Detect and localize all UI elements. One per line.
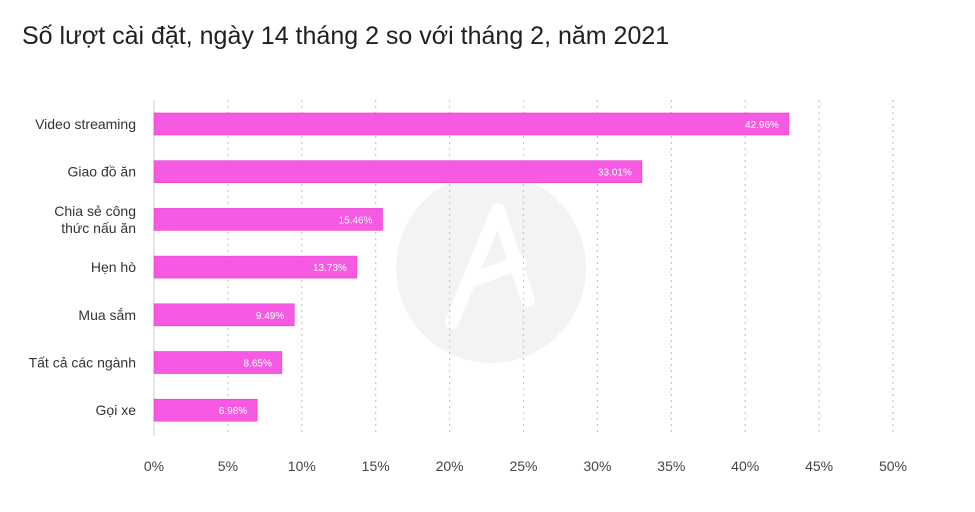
- category-label: Video streaming: [35, 116, 136, 132]
- x-tick-label: 45%: [805, 458, 833, 474]
- x-tick-label: 15%: [362, 458, 390, 474]
- x-tick-label: 20%: [436, 458, 464, 474]
- bar: [153, 255, 358, 279]
- category-label-line: Giao đồ ăn: [68, 164, 137, 180]
- bar-value-label: 8.65%: [243, 359, 271, 370]
- category-label-line: Video streaming: [35, 116, 136, 132]
- category-label: Chia sẻ công thức nấu ăn: [54, 203, 136, 236]
- watermark-glyph: [445, 203, 535, 329]
- category-label-line: Mua sắm: [78, 307, 136, 323]
- bar-value-label: 6.98%: [219, 406, 247, 417]
- bar: [153, 208, 383, 231]
- x-tick-label: 40%: [731, 458, 759, 474]
- category-label-line: thức nấu ăn: [61, 220, 136, 236]
- bar: [153, 160, 643, 183]
- x-tick-label: 25%: [509, 458, 537, 474]
- category-label: Tất cả các ngành: [29, 355, 136, 371]
- category-label: Hẹn hò: [91, 259, 136, 275]
- watermark-logo-icon: [396, 173, 586, 363]
- x-tick-label: 50%: [879, 458, 907, 474]
- bar: [153, 351, 283, 374]
- bar-value-label: 33.01%: [598, 168, 632, 179]
- category-label-line: Chia sẻ công: [54, 203, 136, 219]
- bar: [153, 303, 295, 327]
- bar: [153, 112, 790, 136]
- bar-value-label: 15.46%: [339, 215, 373, 226]
- category-label-line: Hẹn hò: [91, 259, 136, 275]
- x-tick-label: 35%: [657, 458, 685, 474]
- category-label: Gọi xe: [96, 402, 137, 418]
- x-tick-label: 30%: [583, 458, 611, 474]
- x-tick-label: 5%: [218, 458, 238, 474]
- category-label: Giao đồ ăn: [68, 164, 137, 180]
- category-label: Mua sắm: [78, 307, 136, 323]
- bar: [153, 398, 258, 422]
- chart-title: Số lượt cài đặt, ngày 14 tháng 2 so với …: [22, 22, 670, 50]
- x-tick-label: 10%: [288, 458, 316, 474]
- bar-value-label: 13.73%: [313, 263, 347, 274]
- category-label-line: Tất cả các ngành: [29, 355, 136, 371]
- category-label-line: Gọi xe: [96, 402, 137, 418]
- bar-value-label: 9.49%: [256, 311, 284, 322]
- bar-value-label: 42.96%: [745, 120, 779, 131]
- x-tick-label: 0%: [144, 458, 164, 474]
